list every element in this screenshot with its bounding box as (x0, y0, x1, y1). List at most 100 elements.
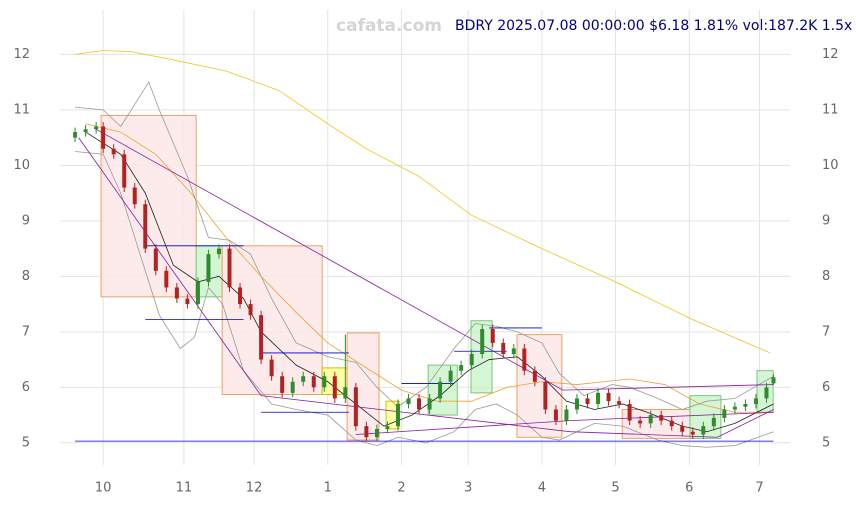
x-tick-label: 11 (176, 481, 193, 496)
candle-body (627, 403, 632, 421)
candle-body (501, 342, 506, 355)
candle-body (395, 403, 400, 427)
y-tick-label: 5 (22, 435, 30, 450)
candle-body (648, 415, 653, 424)
candle-body (480, 329, 485, 355)
candle-body (364, 426, 369, 438)
line (85, 131, 774, 433)
y-tick-label: 9 (22, 213, 30, 228)
candle-body (543, 381, 548, 410)
y-tick-label-right: 11 (822, 102, 839, 117)
candle-body (238, 287, 243, 305)
candle-body (153, 248, 158, 271)
box (346, 332, 380, 441)
x-tick-label: 6 (685, 481, 693, 496)
y-tick-label: 6 (22, 380, 30, 395)
candle-body (290, 381, 295, 393)
candle-body (617, 401, 622, 404)
candle-body (690, 431, 695, 435)
x-tick-label: 3 (464, 481, 472, 496)
x-tick-label: 7 (755, 481, 763, 496)
candle-body (490, 329, 495, 343)
candle-body (132, 187, 137, 205)
chart-title: BDRY 2025.07.08 00:00:00 $6.18 1.81% vol… (455, 18, 852, 34)
candle-body (94, 126, 99, 130)
candle-body (669, 420, 674, 427)
candle-body (83, 129, 88, 133)
candle-body (596, 392, 601, 404)
candle-body (143, 204, 148, 249)
candle-body (111, 148, 116, 155)
candle-body (459, 365, 464, 371)
candle-body (311, 376, 316, 388)
candle-body (753, 398, 758, 404)
candle-body (269, 359, 274, 377)
y-tick-label: 8 (22, 269, 30, 284)
candle-body (280, 376, 285, 393)
candle-body (638, 420, 643, 424)
candle-body (606, 392, 611, 402)
candle-body (553, 409, 558, 421)
candle-body (206, 254, 211, 282)
y-tick-label-right: 10 (822, 158, 839, 173)
candle-body (574, 398, 579, 410)
candle-body (711, 417, 716, 427)
y-tick-label-right: 5 (822, 435, 830, 450)
candle-body (469, 354, 474, 366)
candle-body (353, 387, 358, 427)
candle-body (322, 376, 327, 388)
candle-body (438, 381, 443, 399)
candle-body (248, 304, 253, 316)
candle-body (406, 398, 411, 404)
candle-body (174, 287, 179, 299)
candle-body (195, 281, 200, 305)
line (95, 128, 774, 391)
candle-body (301, 376, 306, 382)
candle-body (722, 409, 727, 418)
candle-body (343, 387, 348, 399)
candle-body (701, 426, 706, 435)
candle-body (216, 248, 221, 255)
candle-body (522, 348, 527, 371)
candle-body (185, 298, 190, 305)
line (355, 411, 774, 435)
candle-body (332, 376, 337, 399)
candle-body (417, 398, 422, 410)
box (427, 364, 458, 416)
y-tick-label: 7 (22, 324, 30, 339)
line (78, 137, 774, 438)
y-tick-label: 12 (13, 47, 30, 62)
candle-body (680, 426, 685, 432)
candle-body (732, 406, 737, 410)
x-tick-label: 4 (538, 481, 546, 496)
watermark: cafata.com (336, 16, 442, 36)
candle-body (564, 409, 569, 421)
candle-body (374, 428, 379, 438)
candle-body (122, 154, 127, 188)
x-tick-label: 2 (397, 481, 405, 496)
candle-body (73, 132, 78, 138)
box (100, 114, 197, 298)
candle-body (532, 370, 537, 382)
y-tick-label-right: 8 (822, 269, 830, 284)
line (75, 50, 771, 354)
candle-body (771, 377, 776, 384)
candle-body (427, 398, 432, 410)
y-tick-label: 11 (13, 102, 30, 117)
candle-body (448, 370, 453, 382)
y-tick-label: 10 (13, 158, 30, 173)
candle-body (164, 270, 169, 288)
y-tick-label-right: 7 (822, 324, 830, 339)
candle-body (101, 126, 106, 149)
y-tick-label-right: 6 (822, 380, 830, 395)
candle-body (659, 415, 664, 421)
x-tick-label: 10 (95, 481, 112, 496)
x-tick-label: 1 (324, 481, 332, 496)
candle-body (585, 398, 590, 404)
candle-body (743, 403, 748, 407)
x-tick-label: 12 (246, 481, 263, 496)
candle-body (511, 348, 516, 355)
y-tick-label-right: 9 (822, 213, 830, 228)
candle-body (385, 426, 390, 429)
